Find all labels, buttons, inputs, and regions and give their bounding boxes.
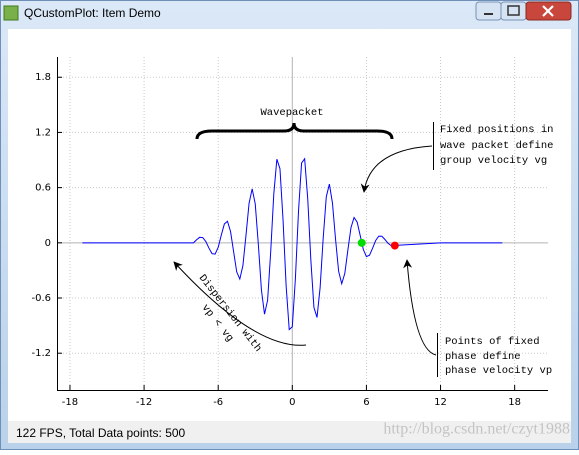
x-tick-label: 6 — [363, 397, 369, 408]
brace — [195, 122, 394, 140]
tracer — [357, 238, 366, 247]
y-tick-label: 1.8 — [35, 72, 51, 83]
annotation-line: group velocity vg — [440, 155, 547, 167]
x-tick-label: -6 — [213, 397, 223, 408]
x-tick-label: -18 — [62, 397, 78, 408]
close-icon — [542, 5, 554, 17]
y-tick-label: 1.2 — [35, 127, 51, 138]
arrow — [173, 261, 307, 346]
annotation-line: phase velocity vp — [445, 365, 552, 377]
status-text: 122 FPS, Total Data points: 500 — [16, 426, 186, 440]
plot: -18 -12 -6 0 6 12 18 -1.2 -0.6 0 0.6 1.2 1.8 — [31, 57, 548, 408]
annotation-line: Points of fixed — [445, 336, 540, 348]
y-tick-label: 0 — [45, 238, 51, 249]
status-bar — [8, 421, 571, 443]
y-tick-label: 0.6 — [35, 183, 51, 194]
wavepacket-label: Wavepacket — [260, 107, 323, 119]
maximize-icon — [507, 5, 520, 16]
x-tick-label: 12 — [434, 397, 447, 408]
annotation-line: wave packet define — [440, 140, 553, 152]
minimize-button[interactable] — [475, 1, 502, 21]
y-tick-label: -0.6 — [31, 293, 51, 304]
arrow — [403, 259, 437, 356]
x-tick-label: 18 — [508, 397, 521, 408]
maximize-button[interactable] — [500, 1, 527, 21]
client-area — [8, 29, 571, 443]
watermark: http://blog.csdn.net/czyt1988 — [383, 421, 570, 438]
x-tick-label: 0 — [289, 397, 295, 408]
app-icon — [3, 5, 19, 21]
y-tick-label: -1.2 — [31, 348, 51, 359]
annotation-line: phase define — [445, 351, 521, 363]
window-buttons[interactable] — [475, 1, 572, 21]
minimize-icon — [484, 13, 493, 15]
arrow — [360, 145, 433, 193]
tracer — [390, 241, 399, 250]
window-title: QCustomPlot: Item Demo — [24, 6, 161, 20]
annotation-line: Fixed positions in — [440, 124, 553, 136]
x-tick-label: -12 — [136, 397, 152, 408]
